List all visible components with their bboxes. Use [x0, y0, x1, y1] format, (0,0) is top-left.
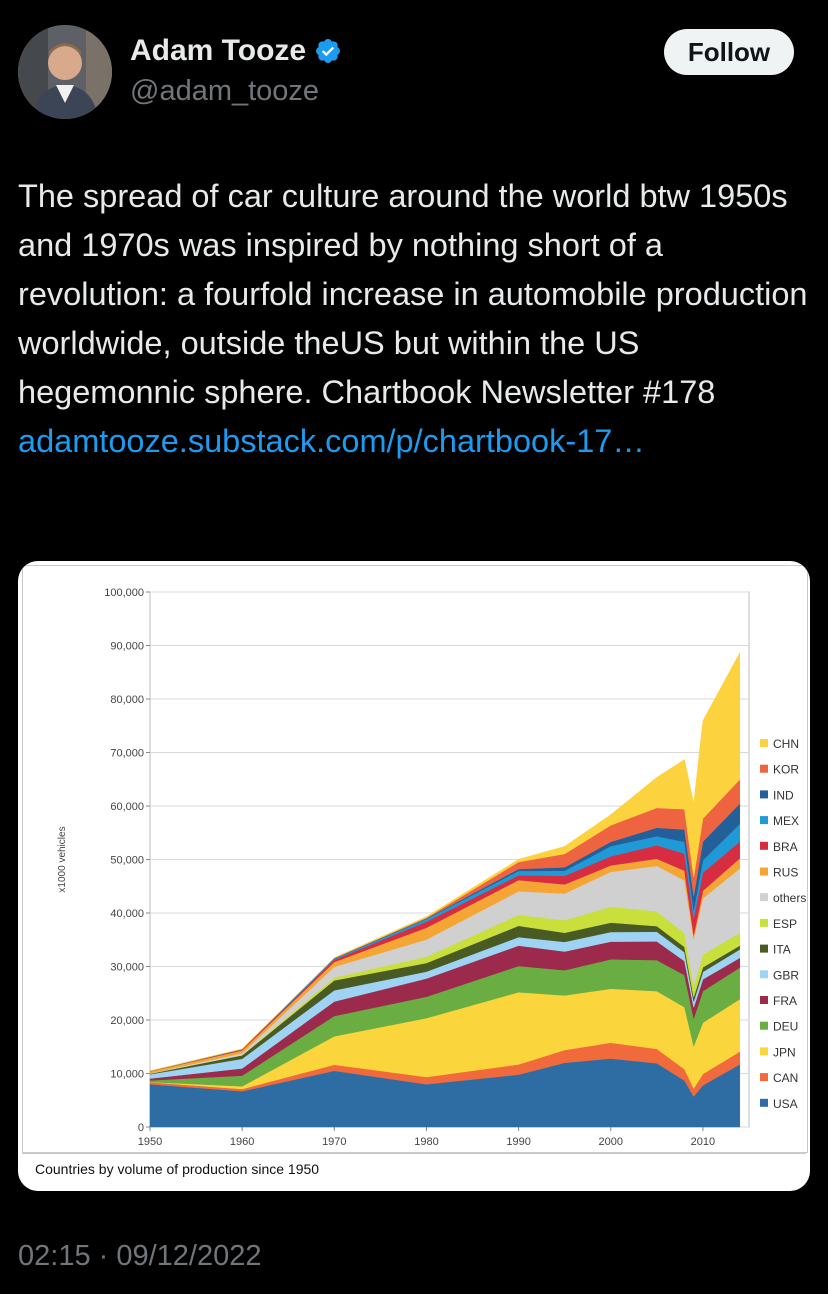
legend-swatch-ita	[760, 944, 768, 953]
y-tick-label: 10,000	[110, 1069, 144, 1081]
x-tick-label: 2010	[691, 1136, 715, 1148]
chart-frame	[22, 565, 808, 1153]
legend-swatch-chn	[760, 739, 768, 747]
avatar-image	[18, 25, 112, 119]
x-tick-label: 1950	[138, 1136, 162, 1148]
y-tick-label: 0	[138, 1122, 144, 1134]
y-tick-label: 40,000	[110, 908, 144, 920]
legend-label-mex: MEX	[773, 814, 799, 828]
y-tick-label: 100,000	[104, 587, 144, 599]
y-tick-label: 30,000	[110, 962, 144, 974]
follow-button[interactable]: Follow	[664, 29, 794, 75]
legend-label-jpn: JPN	[773, 1045, 796, 1059]
legend-swatch-mex	[760, 816, 768, 825]
legend-swatch-gbr	[760, 970, 768, 979]
legend-label-others: others	[773, 891, 806, 905]
tweet-timestamp[interactable]: 02:15 · 09/12/2022	[18, 1240, 262, 1272]
tweet-text: The spread of car culture around the wor…	[18, 172, 813, 466]
tweet-media-chart[interactable]: 0 10,000 20,000 30,000 40,000 50,000 60,000 70,…	[18, 561, 810, 1191]
legend-label-ind: IND	[773, 788, 794, 802]
legend-swatch-others	[760, 893, 768, 902]
legend-label-usa: USA	[773, 1097, 798, 1111]
y-axis-label: x1000 vehicles	[57, 826, 68, 892]
author-handle[interactable]: @adam_tooze	[130, 75, 320, 107]
tweet-body: The spread of car culture around the wor…	[18, 178, 808, 410]
legend-swatch-esp	[760, 918, 768, 927]
legend-swatch-ind	[760, 790, 768, 799]
legend-label-can: CAN	[773, 1071, 798, 1085]
y-tick-label: 50,000	[110, 855, 144, 867]
legend-label-deu: DEU	[773, 1020, 798, 1034]
legend-swatch-rus	[760, 867, 768, 876]
x-tick-label: 2000	[599, 1136, 623, 1148]
caption-divider	[22, 1153, 806, 1154]
legend-label-chn: CHN	[773, 737, 799, 751]
legend-label-rus: RUS	[773, 866, 798, 880]
chart-svg: 0 10,000 20,000 30,000 40,000 50,000 60,000 70,…	[57, 587, 806, 1148]
legend-swatch-usa	[760, 1098, 768, 1107]
y-tick-label: 60,000	[110, 801, 144, 813]
x-tick-label: 1970	[322, 1136, 346, 1148]
y-tick-label: 70,000	[110, 748, 144, 760]
legend-label-kor: KOR	[773, 763, 799, 777]
y-tick-label: 20,000	[110, 1015, 144, 1027]
legend-swatch-deu	[760, 1021, 768, 1030]
author-name-row: Adam Tooze	[130, 34, 342, 68]
legend-label-gbr: GBR	[773, 968, 799, 982]
chart-caption: Countries by volume of production since …	[35, 1161, 320, 1177]
legend-swatch-fra	[760, 996, 768, 1004]
y-tick-label: 80,000	[110, 694, 144, 706]
verified-badge-icon	[316, 39, 341, 63]
legend-label-bra: BRA	[773, 840, 798, 854]
area-chn	[149, 652, 741, 1072]
legend-swatch-jpn	[760, 1047, 768, 1056]
x-tick-label: 1980	[414, 1136, 438, 1148]
x-tick-label: 1990	[506, 1136, 530, 1148]
legend-swatch-can	[760, 1073, 768, 1082]
author-name[interactable]: Adam Tooze	[130, 34, 307, 67]
legend-swatch-bra	[760, 841, 768, 850]
legend-label-ita: ITA	[773, 943, 791, 957]
legend-label-fra: FRA	[773, 994, 797, 1008]
author-avatar[interactable]	[18, 25, 112, 119]
legend-swatch-kor	[760, 764, 768, 773]
x-tick-label: 1960	[230, 1136, 254, 1148]
legend-label-esp: ESP	[773, 917, 797, 931]
y-tick-label: 90,000	[110, 641, 144, 653]
tweet-link[interactable]: adamtooze.substack.com/p/chartbook-17…	[18, 423, 645, 459]
